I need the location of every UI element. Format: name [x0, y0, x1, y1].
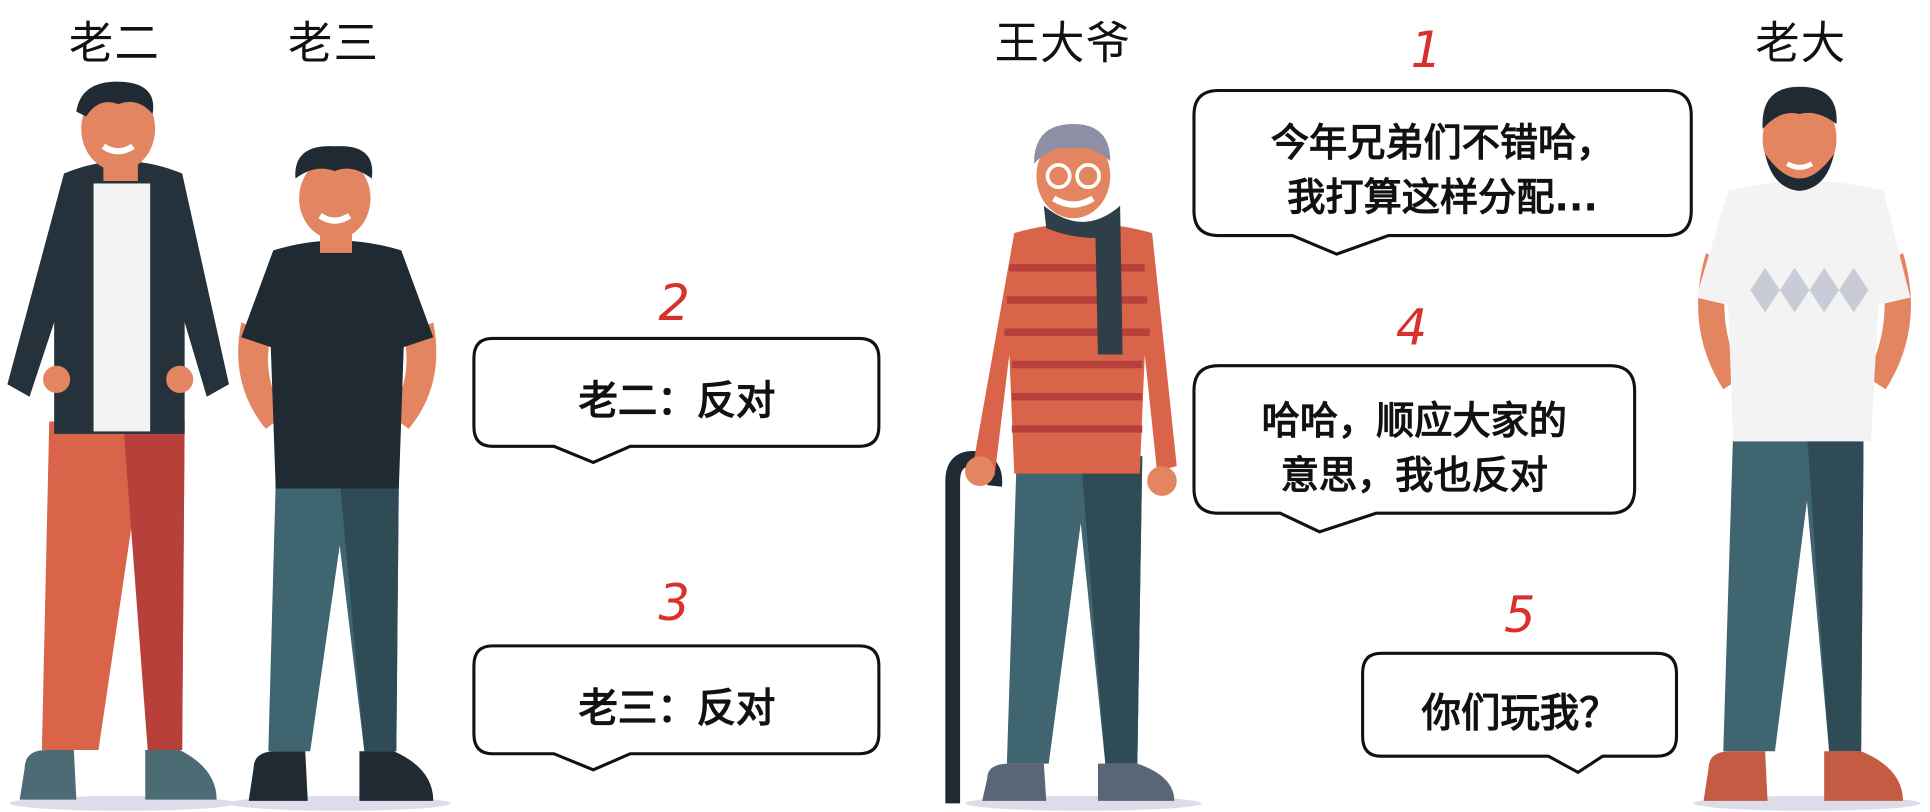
character-wang-daye-illustration: [945, 123, 1202, 811]
character-lao-er-illustration: [7, 81, 237, 811]
name-lao-er: 老二: [68, 18, 161, 70]
bubble-1-line-1: 今年兄弟们不错哈，: [1270, 121, 1615, 167]
bubble-4-line-1: 哈哈，顺应大家的: [1261, 399, 1567, 444]
bubble-5-text: 你们玩我？: [1421, 689, 1619, 737]
character-lao-san-illustration: [228, 146, 451, 811]
step-number-2: 2: [658, 275, 690, 333]
bubble-outline: [1361, 651, 1679, 775]
bubble-outline: [472, 644, 881, 772]
bubble-4-line-2: 意思，我也反对: [1280, 453, 1548, 499]
name-lao-san: 老三: [288, 18, 380, 70]
name-lao-da: 老大: [1755, 18, 1847, 70]
bubble-2-text: 老二：反对: [578, 376, 776, 424]
step-number-1: 1: [1410, 22, 1442, 80]
name-wang-daye: 王大爷: [994, 18, 1132, 70]
speech-bubble-1: 今年兄弟们不错哈， 我打算这样分配...: [1192, 88, 1694, 258]
bubble-1-line-2: 我打算这样分配...: [1287, 176, 1598, 221]
speech-bubble-3: 老三：反对: [472, 644, 882, 774]
bubble-outline: [1192, 364, 1637, 534]
speech-bubble-5: 你们玩我？: [1361, 651, 1679, 778]
speech-bubble-2: 老二：反对: [472, 336, 882, 466]
character-lao-da-illustration: [1693, 86, 1921, 811]
bubble-outline: [1192, 88, 1693, 256]
bubble-outline: [472, 336, 881, 465]
speech-bubble-4: 哈哈，顺应大家的 意思，我也反对: [1192, 364, 1638, 535]
step-number-5: 5: [1504, 587, 1536, 645]
step-number-4: 4: [1395, 300, 1428, 358]
bubble-3-text: 老三：反对: [578, 684, 776, 732]
step-number-3: 3: [658, 575, 690, 633]
